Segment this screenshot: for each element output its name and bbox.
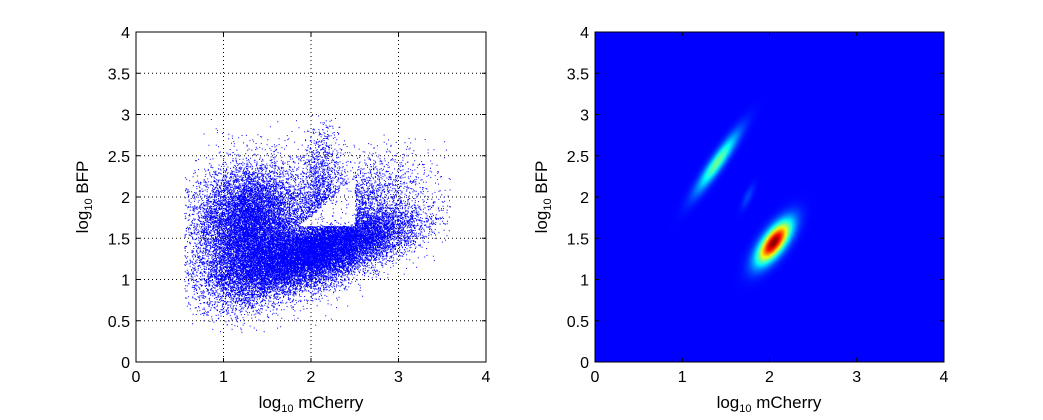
y-tick-label: 2.5: [567, 149, 589, 166]
heatmap-x-tick-labels: 0 1 2 3 4: [591, 369, 949, 386]
x-tick-label: 2: [765, 369, 774, 386]
y-tick-label: 0.5: [108, 314, 130, 331]
y-tick-label: 1.5: [108, 231, 130, 248]
y-tick-label: 0: [121, 355, 130, 372]
x-tick-label: 1: [219, 369, 228, 386]
y-tick-label: 2.5: [108, 149, 130, 166]
y-tick-label: 1: [580, 273, 589, 290]
scatter-ticks: [135, 31, 487, 363]
y-tick-label: 3.5: [108, 66, 130, 83]
heatmap-ticks: [594, 31, 945, 363]
y-tick-label: 1.5: [567, 231, 589, 248]
scatter-x-axis-label: log10 mCherry: [259, 393, 364, 415]
y-tick-label: 0.5: [567, 314, 589, 331]
heatmap-y-axis-label: log10 BFP: [532, 161, 554, 234]
x-tick-label: 3: [852, 369, 861, 386]
heatmap-image: [595, 32, 944, 362]
y-tick-label: 4: [121, 25, 130, 42]
x-tick-label: 0: [132, 369, 141, 386]
y-tick-label: 4: [580, 25, 589, 42]
y-tick-label: 3: [580, 108, 589, 125]
x-tick-label: 3: [394, 369, 403, 386]
y-tick-label: 2: [121, 190, 130, 207]
y-tick-label: 0: [580, 355, 589, 372]
y-tick-label: 1: [121, 273, 130, 290]
y-tick-label: 3.5: [567, 66, 589, 83]
scatter-x-tick-labels: 0 1 2 3 4: [132, 369, 491, 386]
scatter-points: [184, 115, 451, 333]
y-tick-label: 2: [580, 190, 589, 207]
heatmap-x-axis-label: log10 mCherry: [717, 393, 822, 415]
x-tick-label: 2: [307, 369, 316, 386]
x-tick-label: 0: [591, 369, 600, 386]
x-tick-label: 4: [482, 369, 491, 386]
scatter-panel: 0 1 2 3 4 0 0.5 1 1.5 2 2.5 3 3.5 4 log10 mCherry lo…: [73, 25, 491, 415]
y-tick-label: 3: [121, 108, 130, 125]
x-tick-label: 1: [678, 369, 687, 386]
scatter-y-axis-label: log10 BFP: [73, 161, 95, 234]
scatter-point-cloud: [184, 115, 451, 333]
scatter-y-tick-labels: 0 0.5 1 1.5 2 2.5 3 3.5 4: [108, 25, 130, 372]
heatmap-panel: 0 1 2 3 4 0 0.5 1 1.5 2 2.5 3 3.5 4 log10 mCherry lo…: [532, 25, 949, 415]
heatmap-y-tick-labels: 0 0.5 1 1.5 2 2.5 3 3.5 4: [567, 25, 589, 372]
x-tick-label: 4: [940, 369, 949, 386]
